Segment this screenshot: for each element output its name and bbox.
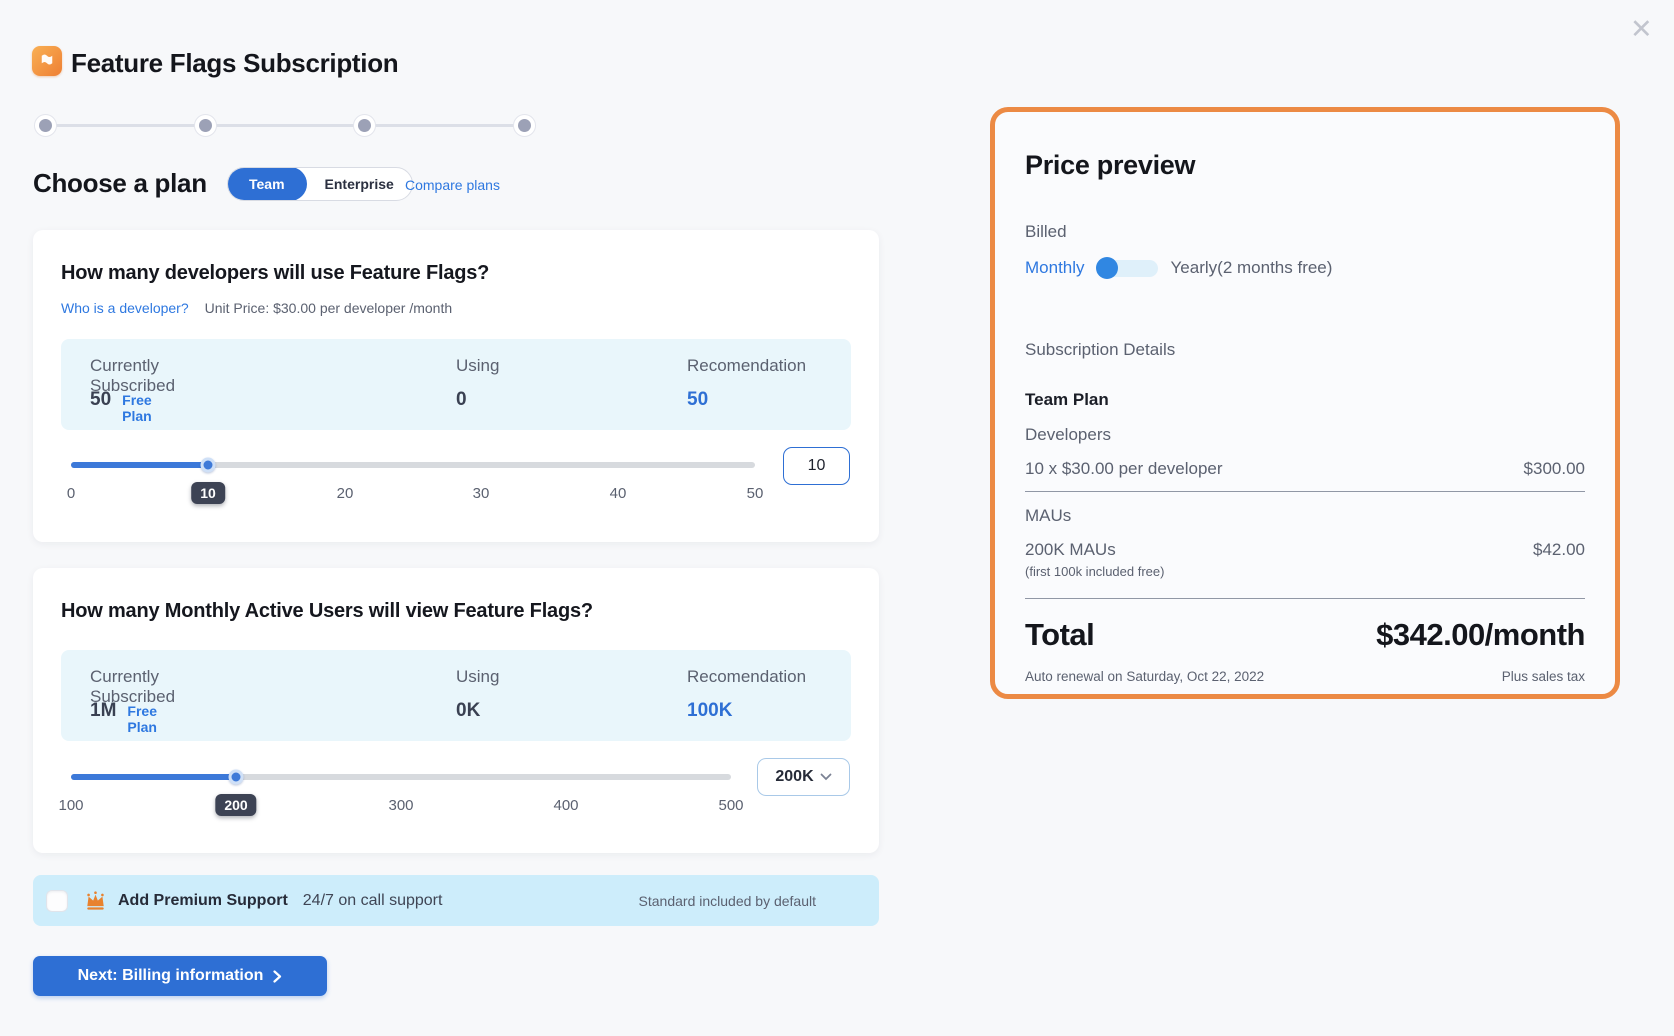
premium-support-note: Standard included by default	[638, 892, 816, 909]
developers-usage-panel: Currently Subscribed 50 Free Plan Using …	[61, 339, 851, 430]
developers-slider[interactable]	[71, 457, 755, 473]
subscribed-value: 1M	[90, 700, 117, 721]
mau-slider-handle[interactable]	[228, 769, 244, 785]
developers-count-input[interactable]	[783, 447, 850, 485]
subscribed-header: Currently Subscribed	[90, 356, 176, 395]
recommendation-value: 100K	[687, 700, 733, 721]
total-row: Total $342.00/month	[1025, 617, 1585, 653]
maus-line-text: 200K MAUs	[1025, 540, 1116, 559]
billing-cycle-row: Monthly Yearly(2 months free)	[1025, 257, 1585, 279]
developers-card-title: How many developers will use Feature Fla…	[61, 262, 490, 284]
developers-slider-fill	[71, 462, 208, 468]
maus-line-item: 200K MAUs $42.00	[1025, 540, 1585, 560]
maus-amount: $42.00	[1533, 540, 1585, 559]
billed-label: Billed	[1025, 222, 1067, 241]
tick-label: 50	[746, 485, 764, 502]
stepper-step-4	[513, 114, 536, 137]
tick-label: 20	[336, 485, 354, 502]
premium-support-subtitle: 24/7 on call support	[302, 891, 443, 909]
developers-line-item: 10 x $30.00 per developer $300.00	[1025, 459, 1585, 479]
tax-note: Plus sales tax	[1501, 669, 1585, 684]
mau-slider-fill	[71, 774, 236, 780]
crown-icon	[85, 891, 106, 910]
yearly-label[interactable]: Yearly(2 months free)	[1170, 258, 1333, 277]
premium-support-title: Add Premium Support	[118, 891, 288, 909]
tick-label: 300	[388, 797, 414, 814]
page-title: Feature Flags Subscription	[71, 48, 399, 78]
mau-slider[interactable]	[71, 769, 731, 785]
chevron-right-icon	[273, 969, 282, 983]
free-plan-badge[interactable]: Free Plan	[122, 392, 152, 424]
total-notes-row: Auto renewal on Saturday, Oct 22, 2022 P…	[1025, 669, 1585, 684]
using-value: 0K	[456, 700, 481, 721]
developers-section-label: Developers	[1025, 425, 1111, 444]
tick-label: 30	[472, 485, 490, 502]
choose-plan-heading: Choose a plan	[33, 168, 207, 198]
chevron-down-icon	[820, 773, 832, 781]
plan-type-toggle: Team Enterprise	[227, 167, 413, 201]
app-logo-icon	[32, 46, 62, 76]
mau-value-badge: 200	[215, 794, 257, 816]
compare-plans-link[interactable]: Compare plans	[405, 177, 500, 193]
tick-label: 0	[66, 485, 76, 502]
subscription-details-label: Subscription Details	[1025, 340, 1176, 359]
mau-select-value: 200K	[775, 768, 814, 785]
stepper-step-2	[194, 114, 217, 137]
price-preview-panel: Price preview Billed Monthly Yearly(2 mo…	[990, 107, 1620, 699]
mau-count-select[interactable]: 200K	[757, 758, 850, 796]
developers-card: How many developers will use Feature Fla…	[33, 230, 879, 542]
tick-label: 100	[58, 797, 84, 814]
next-billing-button[interactable]: Next: Billing information	[33, 956, 327, 996]
team-tab[interactable]: Team	[227, 168, 307, 200]
using-header: Using	[456, 356, 500, 375]
tick-label: 500	[718, 797, 744, 814]
stepper-step-3	[353, 114, 376, 137]
monthly-label[interactable]: Monthly	[1025, 258, 1085, 277]
developers-line-text: 10 x $30.00 per developer	[1025, 459, 1223, 478]
next-billing-label: Next: Billing information	[77, 967, 264, 984]
recommendation-value: 50	[687, 389, 709, 410]
unit-price-text: Unit Price: $30.00 per developer /month	[204, 300, 453, 316]
recommendation-header: Recomendation	[687, 356, 807, 375]
using-value: 0	[456, 389, 467, 410]
developers-value-badge: 10	[191, 482, 225, 504]
free-plan-badge[interactable]: Free Plan	[127, 703, 157, 735]
toggle-knob[interactable]	[1095, 257, 1118, 279]
stepper-step-1	[34, 114, 57, 137]
who-is-developer-link[interactable]: Who is a developer?	[61, 300, 189, 316]
enterprise-tab[interactable]: Enterprise	[324, 176, 394, 192]
mau-usage-panel: Currently Subscribed 1M Free Plan Using …	[61, 650, 851, 741]
premium-support-banner: Add Premium Support 24/7 on call support…	[33, 875, 879, 926]
close-icon[interactable]: ✕	[1630, 14, 1653, 44]
subscribed-header: Currently Subscribed	[90, 667, 176, 706]
divider	[1025, 598, 1585, 599]
flag-glyph	[41, 54, 53, 68]
stepper-track	[46, 124, 525, 127]
mau-card: How many Monthly Active Users will view …	[33, 568, 879, 853]
total-amount: $342.00/month	[1376, 617, 1585, 652]
developers-slider-handle[interactable]	[200, 457, 216, 473]
tick-label: 40	[609, 485, 627, 502]
divider	[1025, 491, 1585, 492]
recommendation-header: Recomendation	[687, 667, 807, 686]
total-label: Total	[1025, 617, 1095, 652]
mau-card-title: How many Monthly Active Users will view …	[61, 600, 593, 622]
subscribed-value: 50	[90, 389, 112, 410]
plan-name: Team Plan	[1025, 390, 1109, 409]
developers-amount: $300.00	[1523, 459, 1585, 478]
maus-section-label: MAUs	[1025, 506, 1072, 525]
tick-label: 400	[553, 797, 579, 814]
price-preview-title: Price preview	[1025, 150, 1196, 180]
billing-cycle-toggle[interactable]	[1095, 257, 1158, 279]
maus-note: (first 100k included free)	[1025, 564, 1165, 579]
renewal-note: Auto renewal on Saturday, Oct 22, 2022	[1025, 669, 1265, 684]
using-header: Using	[456, 667, 500, 686]
premium-support-checkbox[interactable]	[46, 889, 68, 912]
